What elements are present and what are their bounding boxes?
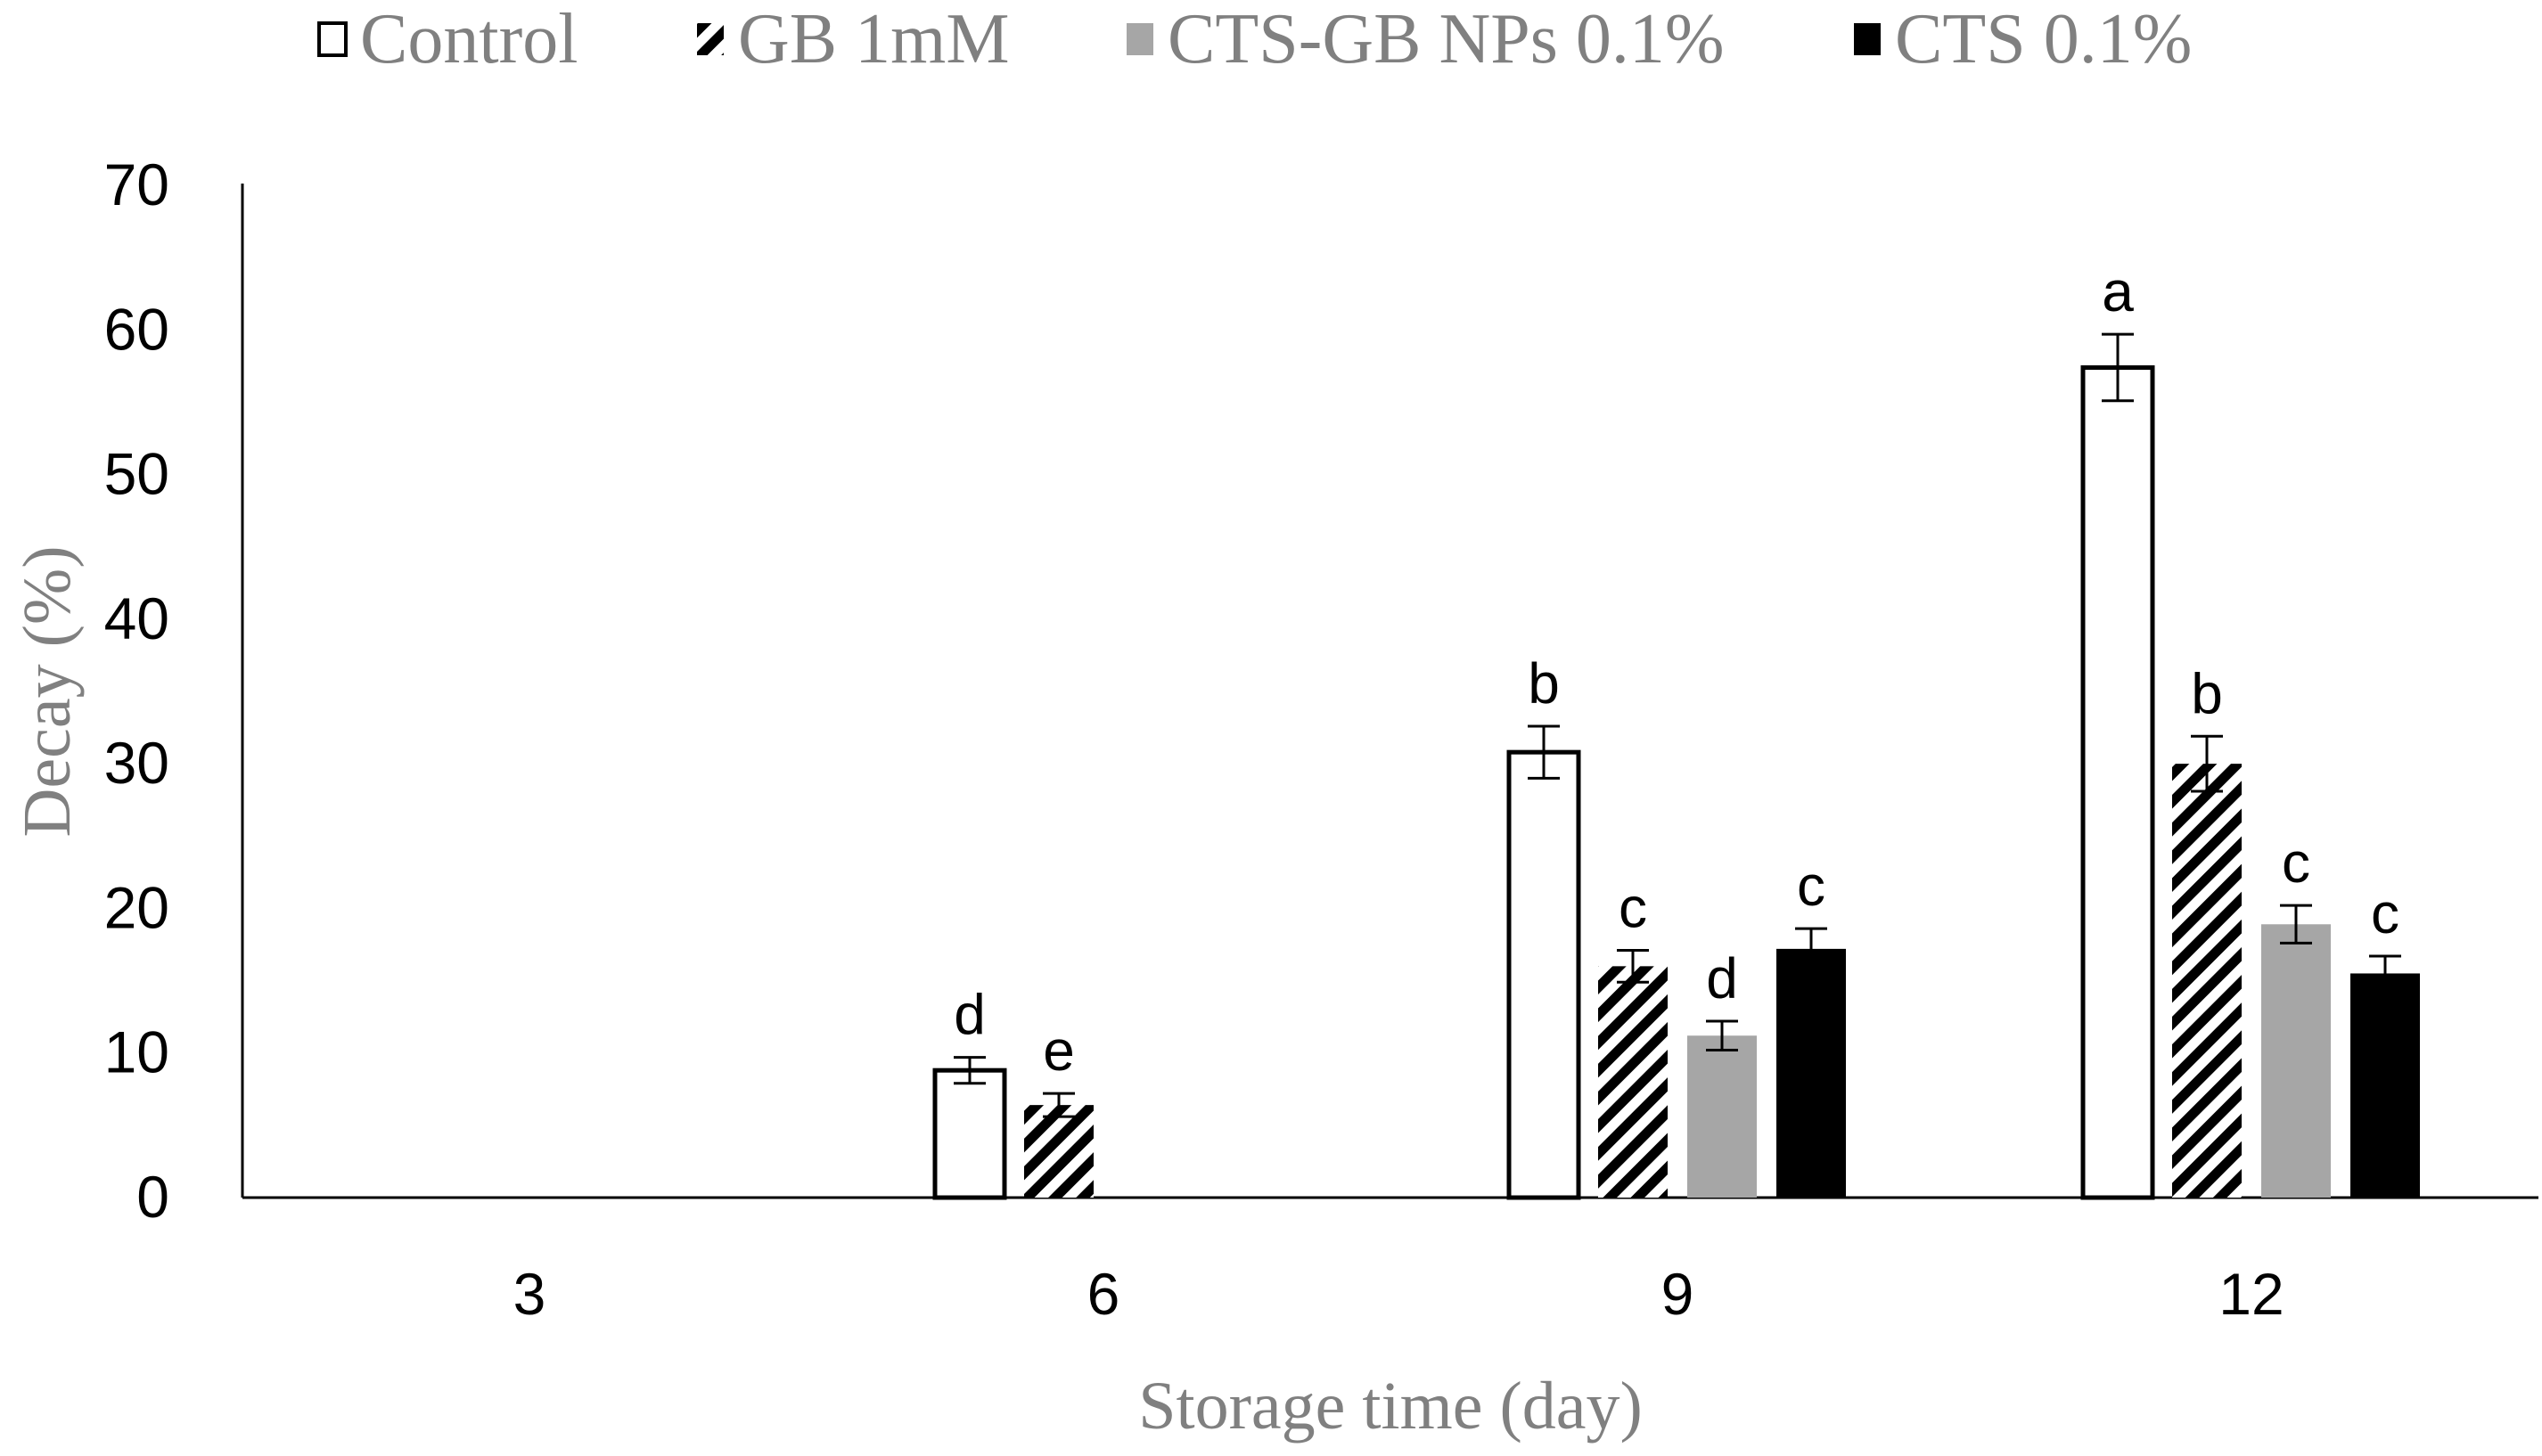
error-bar: [2191, 734, 2223, 793]
significance-label: c: [2282, 830, 2310, 895]
y-tick-label: 50: [104, 441, 169, 507]
legend-swatch-gray: [1127, 23, 1153, 55]
bar-white-day-12: [2080, 364, 2155, 1200]
bars: [932, 332, 2420, 1200]
legend-swatch-hatched: [697, 23, 724, 55]
axes: 0 10 20 30 40 50 60 70 3 6 9 12 Storage time (day) De…: [10, 151, 2538, 1444]
significance-label: b: [1528, 651, 1560, 716]
legend-swatch-white: [317, 21, 348, 57]
y-tick-label: 20: [104, 874, 169, 940]
significance-label: d: [954, 983, 986, 1047]
x-tick-label: 6: [1087, 1261, 1120, 1327]
y-tick-label: 40: [104, 585, 169, 651]
bar-white-day-9: [1506, 749, 1581, 1200]
error-bar: [1043, 1092, 1075, 1118]
error-bar: [2102, 332, 2134, 403]
legend-item: GB 1mM: [697, 0, 1010, 78]
error-bar: [1528, 724, 1560, 780]
legend-label: CTS-GB NPs 0.1%: [1168, 0, 1725, 78]
significance-label: a: [2102, 259, 2134, 323]
x-tick-label: 3: [513, 1261, 546, 1327]
y-tick-label: 0: [136, 1164, 169, 1230]
y-tick-label: 10: [104, 1019, 169, 1085]
error-bar: [1617, 948, 1649, 984]
legend-item: Control: [317, 0, 578, 78]
legend-label: Control: [360, 0, 578, 78]
x-tick-label: 9: [1661, 1261, 1694, 1327]
y-tick-label: 70: [104, 151, 169, 217]
significance-label: e: [1043, 1018, 1075, 1083]
legend: Control GB 1mM CTS-GB NPs 0.1% CTS 0.1%: [317, 0, 2192, 78]
significance-label: c: [1619, 875, 1647, 939]
x-tick-label: 12: [2218, 1261, 2284, 1327]
bar-hatched-day-6: [1024, 1105, 1094, 1198]
bar-gray-day-9: [1687, 1035, 1757, 1198]
error-bar: [1706, 1019, 1738, 1051]
error-bar: [1795, 927, 1827, 971]
legend-item: CTS-GB NPs 0.1%: [1127, 0, 1725, 78]
y-tick-label: 60: [104, 296, 169, 362]
bar-hatched-day-12: [2172, 764, 2242, 1198]
legend-item: CTS 0.1%: [1854, 0, 2192, 78]
y-tick-label: 30: [104, 730, 169, 796]
error-bar: [2369, 954, 2401, 993]
bar-black-day-12: [2350, 973, 2420, 1198]
significance-label: d: [1706, 946, 1738, 1010]
legend-label: CTS 0.1%: [1895, 0, 2192, 78]
y-axis-title: Decay (%): [10, 545, 85, 837]
significance-label: c: [2371, 881, 2399, 945]
significance-label: b: [2191, 661, 2223, 725]
legend-swatch-black: [1854, 23, 1881, 55]
significance-label: c: [1797, 854, 1825, 918]
legend-label: GB 1mM: [738, 0, 1010, 78]
bar-black-day-9: [1776, 948, 1846, 1198]
bar-hatched-day-9: [1598, 966, 1668, 1198]
error-bar: [2280, 904, 2312, 945]
error-bar: [954, 1056, 986, 1085]
bar-gray-day-12: [2261, 924, 2331, 1198]
x-axis-title: Storage time (day): [1138, 1369, 1643, 1444]
bar-white-day-6: [932, 1067, 1007, 1200]
